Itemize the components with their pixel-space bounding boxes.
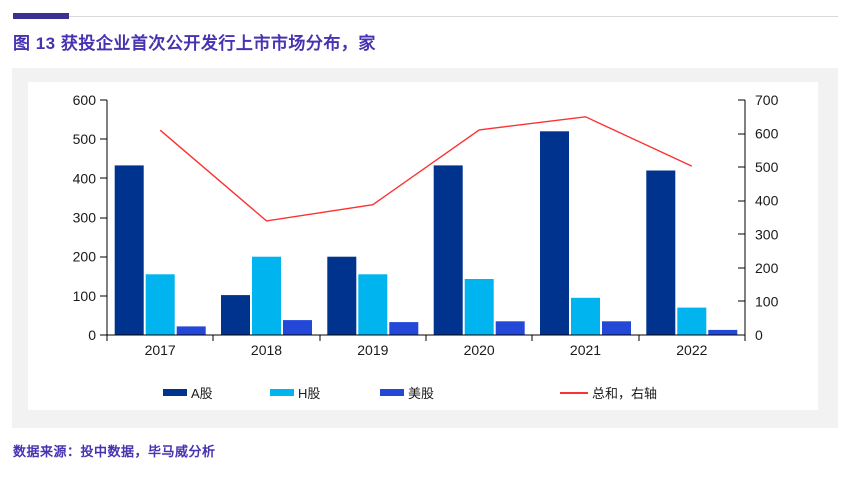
bar-series-美股 — [176, 320, 738, 335]
x-axis-category-label: 2017 — [145, 342, 176, 358]
chart-plot-container: 0 100 200 300 400 500 600 0 100 200 300 400 500 600 70… — [28, 82, 818, 410]
legend-label: H股 — [298, 386, 321, 401]
bar — [252, 256, 281, 335]
legend-item-total-line: 总和，右轴 — [560, 383, 657, 402]
axis-tick-labels: 0 100 200 300 400 500 600 0 100 200 300 400 500 600 70… — [73, 92, 779, 358]
x-axis-category-label: 2018 — [251, 342, 282, 358]
x-axis-category-label: 2021 — [570, 342, 601, 358]
axes — [100, 99, 746, 341]
right-axis-tick-label: 600 — [755, 126, 779, 142]
bar — [602, 321, 631, 335]
right-axis-tick-label: 300 — [755, 226, 779, 242]
bar — [433, 165, 463, 335]
bar — [708, 329, 738, 335]
bar — [677, 307, 707, 335]
chart-legend: A股 H股 美股 总和，右轴 — [28, 383, 818, 403]
data-source-note: 数据来源：投中数据，毕马威分析 — [13, 444, 216, 459]
bar — [495, 321, 525, 335]
a-share-swatch-icon — [163, 389, 187, 396]
combo-chart: 0 100 200 300 400 500 600 0 100 200 300 400 500 600 70… — [73, 92, 779, 358]
legend-item-a-share: A股 — [163, 383, 213, 402]
bar-series-H股 — [145, 256, 707, 335]
right-axis-tick-label: 0 — [755, 327, 763, 343]
legend-item-us-share: 美股 — [380, 383, 434, 402]
bar — [646, 170, 676, 335]
bar — [114, 165, 144, 335]
left-axis-tick-label: 600 — [73, 92, 97, 108]
right-axis-tick-label: 100 — [755, 293, 779, 309]
bar — [283, 320, 312, 335]
left-axis-tick-label: 300 — [73, 210, 97, 226]
left-axis-tick-label: 200 — [73, 249, 97, 265]
bar — [389, 322, 419, 335]
legend-label: 美股 — [408, 386, 435, 401]
bar — [540, 131, 569, 335]
left-axis-tick-label: 0 — [88, 327, 96, 343]
bar — [464, 279, 494, 335]
x-axis-category-label: 2019 — [357, 342, 388, 358]
x-axis-category-label: 2022 — [676, 342, 707, 358]
left-axis-tick-label: 500 — [73, 131, 97, 147]
total-line — [159, 116, 693, 222]
left-axis-tick-label: 400 — [73, 170, 97, 186]
x-axis-category-label: 2020 — [464, 342, 495, 358]
h-share-swatch-icon — [270, 389, 294, 396]
chart-panel: 0 100 200 300 400 500 600 0 100 200 300 400 500 600 70… — [12, 68, 838, 428]
bar — [327, 256, 357, 335]
legend-label: A股 — [191, 386, 213, 401]
right-axis-tick-label: 200 — [755, 260, 779, 276]
legend-label: 总和，右轴 — [592, 386, 658, 401]
bar — [145, 274, 175, 335]
right-axis-tick-label: 700 — [755, 92, 779, 108]
right-axis-tick-label: 400 — [755, 193, 779, 209]
bar-series-A股 — [114, 131, 676, 335]
top-divider — [69, 16, 838, 17]
bar — [358, 274, 388, 335]
total-line-swatch-icon — [560, 391, 588, 394]
bar — [571, 297, 600, 335]
bar — [221, 295, 250, 335]
us-share-swatch-icon — [380, 389, 404, 396]
figure-title: 图 13 获投企业首次公开发行上市市场分布，家 — [13, 34, 376, 53]
left-axis-tick-label: 100 — [73, 288, 97, 304]
bar — [176, 326, 206, 335]
legend-item-h-share: H股 — [270, 383, 320, 402]
title-accent-bar — [13, 13, 69, 19]
right-axis-tick-label: 500 — [755, 159, 779, 175]
